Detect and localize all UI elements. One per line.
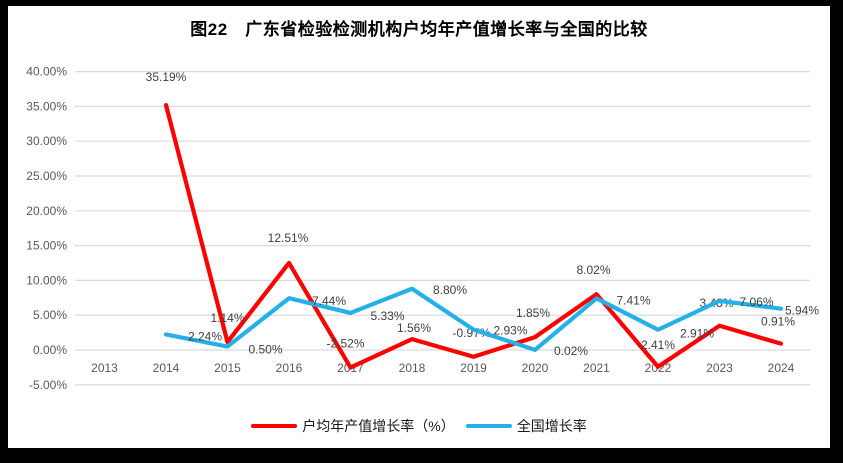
y-axis-tick-label: 30.00% (26, 134, 67, 148)
x-axis-tick-label: 2015 (214, 361, 241, 375)
x-axis-tick-label: 2016 (276, 361, 303, 375)
legend-label-series2: 全国增长率 (516, 418, 587, 434)
y-axis-tick-label: 20.00% (26, 204, 67, 218)
data-label: 5.94% (785, 304, 819, 318)
data-label: 1.85% (516, 306, 550, 320)
data-label: 7.41% (616, 293, 650, 307)
data-label: 0.50% (248, 343, 282, 357)
data-label: 12.51% (268, 231, 309, 245)
x-axis-tick-label: 2024 (768, 361, 795, 375)
data-label: 5.33% (370, 309, 404, 323)
legend: 户均年产值增长率（%） 全国增长率 (8, 415, 830, 437)
series-line-red (163, 102, 784, 370)
data-label: 7.06% (739, 295, 773, 309)
data-label: 8.80% (433, 283, 467, 297)
data-label: -2.41% (637, 338, 675, 352)
x-axis-tick-label: 2023 (706, 361, 733, 375)
x-axis-tick-label: 2013 (91, 361, 118, 375)
x-axis-tick-label: 2021 (583, 361, 610, 375)
y-axis-tick-label: 40.00% (26, 65, 67, 79)
y-axis-tick-label: 5.00% (33, 308, 67, 322)
y-axis-tick-label: 25.00% (26, 169, 67, 183)
x-axis-tick-label: 2020 (522, 361, 549, 375)
y-axis-tick-label: 15.00% (26, 239, 67, 253)
y-axis-tick-label: 35.00% (26, 99, 67, 113)
data-label: 0.91% (761, 315, 795, 329)
data-label: -2.52% (326, 337, 364, 351)
data-label: -0.97% (452, 326, 490, 340)
data-label: 35.19% (146, 70, 187, 84)
data-label: 1.14% (210, 311, 244, 325)
x-axis-tick-label: 2019 (460, 361, 487, 375)
data-label: 2.93% (493, 324, 527, 338)
legend-item-series1: 户均年产值增长率（%） (251, 416, 455, 436)
series-line-blue (163, 286, 784, 352)
chart-canvas (8, 6, 830, 448)
data-label: 1.56% (397, 321, 431, 335)
y-axis-tick-label: -5.00% (29, 378, 67, 392)
x-axis-tick-label: 2014 (153, 361, 180, 375)
y-axis-tick-label: 10.00% (26, 273, 67, 287)
x-axis-tick-label: 2018 (399, 361, 426, 375)
data-label: 7.44% (312, 294, 346, 308)
chart-title: 图22 广东省检验检测机构户均年产值增长率与全国的比较 (190, 20, 648, 39)
y-axis-tick-label: 0.00% (33, 343, 67, 357)
data-label: 2.24% (188, 329, 222, 343)
legend-label-series1: 户均年产值增长率（%） (302, 418, 455, 434)
data-label: 0.02% (554, 344, 588, 358)
legend-item-series2: 全国增长率 (465, 416, 587, 436)
legend-line-blue-icon (465, 424, 512, 428)
data-label: 2.91% (680, 327, 714, 341)
legend-line-red-icon (251, 424, 298, 428)
data-label: 8.02% (576, 263, 610, 277)
